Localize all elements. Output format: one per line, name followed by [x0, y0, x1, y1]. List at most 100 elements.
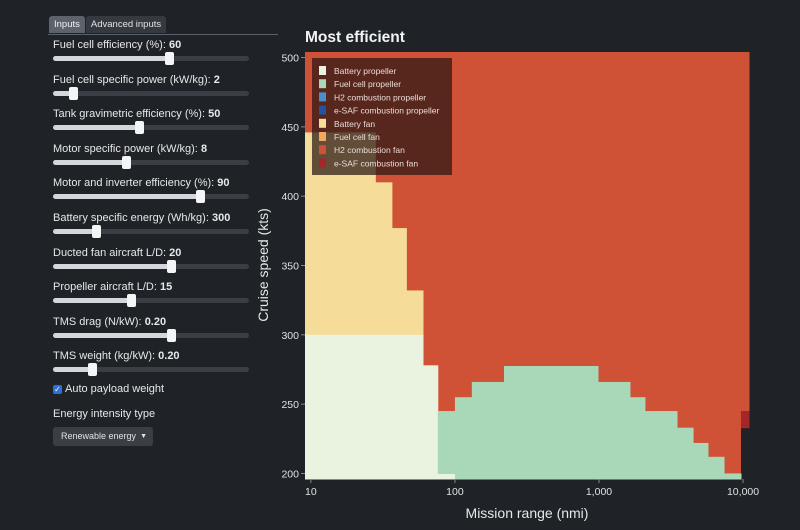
heatmap-cell [677, 427, 694, 480]
tab-advanced-inputs[interactable]: Advanced inputs [85, 16, 167, 33]
slider-track[interactable] [53, 328, 249, 342]
legend-label: e-SAF combustion fan [334, 158, 418, 168]
legend-label: e-SAF combustion propeller [334, 106, 440, 116]
heatmap-cell [597, 381, 631, 480]
auto-payload-label: Auto payload weight [65, 383, 165, 395]
y-tick-label: 350 [281, 261, 299, 273]
slider-fill [53, 56, 169, 61]
slider-thumb[interactable] [121, 155, 131, 169]
tab-divider [48, 34, 278, 35]
slider-fill [53, 229, 97, 234]
slider-track[interactable] [53, 86, 249, 100]
slider-label: TMS weight (kg/kW): 0.20 [53, 350, 180, 363]
heatmap-cell [406, 290, 424, 336]
slider-control: Propeller aircraft L/D: 15 [53, 281, 249, 308]
heatmap-cell [454, 397, 473, 480]
heatmap-cell [741, 411, 750, 429]
slider-control: Fuel cell specific power (kW/kg): 2 [53, 73, 249, 100]
slider-thumb[interactable] [92, 225, 102, 238]
heatmap-cell [644, 411, 678, 480]
energy-type-label: Energy intensity type [53, 408, 156, 420]
heatmap-cell [707, 456, 725, 480]
tab-inputs[interactable]: Inputs [49, 16, 85, 33]
slider-control: Battery specific energy (Wh/kg): 300 [53, 212, 249, 238]
slider-value: 0.20 [144, 315, 167, 328]
heatmap-cell [375, 182, 393, 336]
legend-label: H2 combustion fan [334, 145, 405, 155]
slider-fill [53, 332, 171, 338]
slider-thumb[interactable] [196, 190, 205, 204]
slider-thumb[interactable] [164, 52, 174, 65]
slider-thumb[interactable] [88, 363, 98, 377]
legend-label: Fuel cell fan [334, 132, 380, 142]
slider-fill [53, 263, 171, 269]
slider-label: Fuel cell specific power (kW/kg): 2 [53, 73, 220, 86]
slider-control: Motor specific power (kW/kg): 8 [53, 142, 249, 169]
y-tick-label: 200 [281, 468, 299, 480]
legend-swatch [319, 92, 326, 102]
energy-type-value: Renewable energy [61, 431, 137, 441]
slider-thumb[interactable] [166, 259, 176, 273]
slider-value: 0.20 [158, 350, 180, 363]
heatmap-cell [741, 427, 750, 480]
heatmap-cell [437, 411, 456, 474]
slider-label: Tank gravimetric efficiency (%): 50 [53, 108, 221, 121]
slider-fill [53, 367, 93, 373]
slider-fill [53, 159, 126, 165]
heatmap-cell [503, 366, 599, 480]
slider-value: 50 [208, 108, 221, 121]
chevron-down-icon: ▼ [140, 433, 147, 440]
legend-label: Battery propeller [334, 66, 397, 76]
slider-value: 2 [213, 73, 220, 86]
x-tick-label: 1,000 [586, 486, 612, 498]
slider-track[interactable] [53, 52, 249, 65]
y-tick-label: 450 [281, 122, 299, 134]
auto-payload-checkbox[interactable]: ✓ Auto payload weight [53, 383, 164, 395]
legend-swatch [319, 132, 326, 141]
heatmap-cell [471, 381, 505, 480]
energy-type-select[interactable]: Renewable energy ▼ [53, 427, 153, 446]
x-axis-label: Mission range (nmi) [466, 505, 589, 521]
slider-track[interactable] [53, 121, 249, 135]
slider-track[interactable] [53, 225, 249, 238]
slider-control: Fuel cell efficiency (%): 60 [53, 39, 249, 65]
slider-fill [53, 194, 200, 200]
slider-thumb[interactable] [127, 294, 137, 308]
x-tick-label: 10 [305, 486, 317, 498]
heatmap-cell [629, 397, 646, 480]
slider-label: Battery specific energy (Wh/kg): 300 [53, 212, 231, 224]
slider-label: Propeller aircraft L/D: 15 [53, 281, 173, 294]
slider-thumb[interactable] [135, 121, 145, 135]
slider-track[interactable] [53, 155, 249, 169]
slider-control: TMS weight (kg/kW): 0.20 [53, 350, 249, 377]
y-axis-label: Cruise speed (kts) [255, 208, 271, 322]
slider-thumb[interactable] [68, 86, 78, 100]
heatmap-cell [305, 334, 424, 480]
checkbox-checked-icon[interactable]: ✓ [53, 384, 62, 394]
legend-box [312, 58, 452, 175]
legend-label: Battery fan [334, 119, 375, 129]
slider-control: Tank gravimetric efficiency (%): 50 [53, 108, 249, 135]
y-tick-label: 500 [281, 53, 299, 65]
slider-track[interactable] [53, 190, 249, 204]
slider-fill [53, 298, 132, 304]
slider-control: TMS drag (N/kW): 0.20 [53, 315, 249, 342]
slider-label: Fuel cell efficiency (%): 60 [53, 39, 182, 51]
chart-title: Most efficient [305, 29, 405, 46]
slider-label: Motor specific power (kW/kg): 8 [53, 142, 208, 155]
slider-track[interactable] [53, 259, 249, 273]
legend-label: H2 combustion propeller [334, 92, 426, 102]
slider-thumb[interactable] [166, 328, 176, 342]
x-tick-label: 10,000 [727, 486, 759, 498]
legend-swatch [319, 158, 326, 168]
legend-swatch [319, 118, 326, 128]
tab-bar: Inputs Advanced inputs [49, 16, 167, 33]
legend-label: Fuel cell propeller [334, 79, 401, 89]
slider-track[interactable] [53, 294, 249, 308]
slider-control: Ducted fan aircraft L/D: 20 [53, 247, 249, 273]
slider-value: 15 [160, 281, 173, 294]
slider-control: Motor and inverter efficiency (%): 90 [53, 177, 249, 204]
slider-track[interactable] [53, 363, 249, 377]
legend-swatch [319, 145, 326, 155]
